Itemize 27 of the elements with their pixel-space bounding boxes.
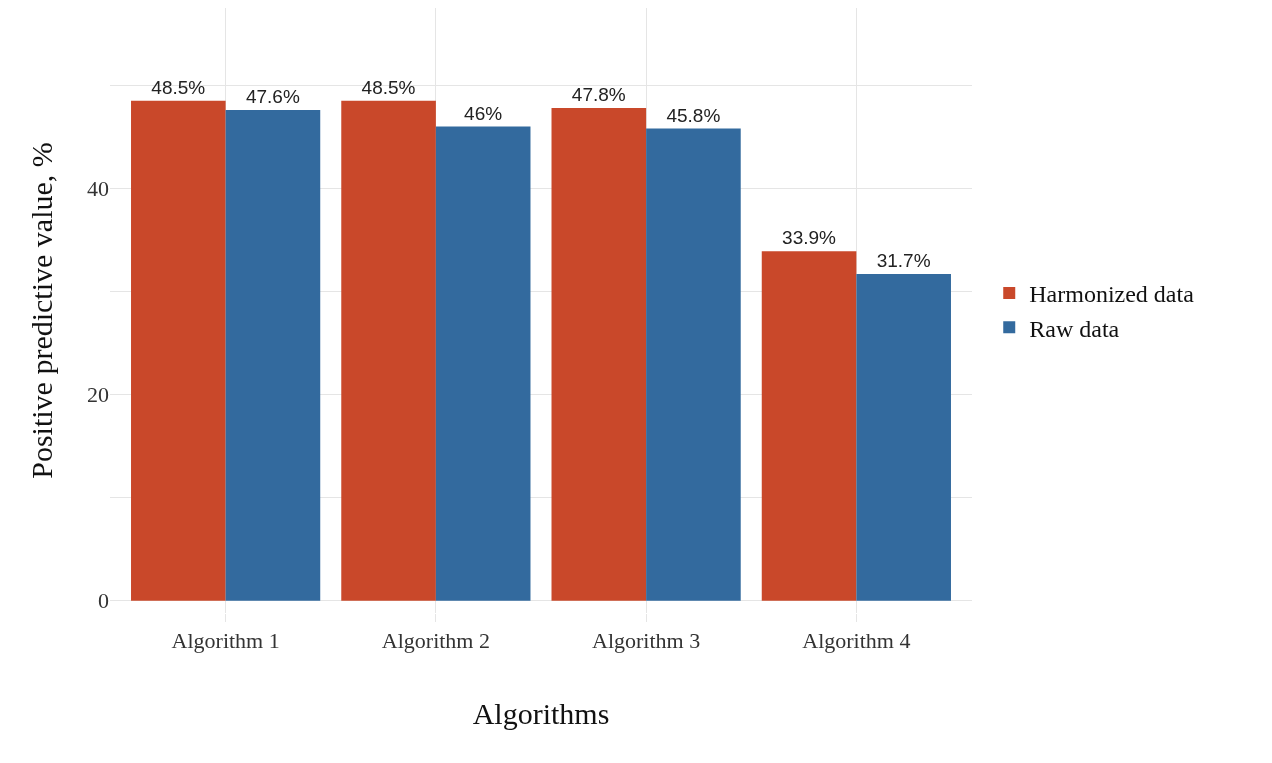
data-label: 48.5% [361,76,416,98]
bar [761,251,857,601]
bar [341,100,436,601]
data-label: 31.7% [876,249,931,271]
y-tick-label: 0 [98,588,109,614]
data-label: 47.8% [571,83,626,105]
x-axis-title: Algorithms [472,696,610,730]
legend-label: Raw data [1029,315,1120,342]
data-label: 46% [464,102,503,124]
x-tick-label: Algorithm 4 [802,628,911,654]
y-axis-title: Positive predictive value, % [25,142,58,479]
bar [856,273,951,601]
legend-label: Harmonized data [1029,281,1195,308]
x-tick-label: Algorithm 3 [592,628,701,654]
x-tick-label: Algorithm 2 [381,628,490,654]
bar [225,110,321,601]
bar [551,107,647,601]
data-label: 48.5% [151,76,206,98]
data-label: 47.6% [245,86,300,108]
y-tick-label: 40 [87,176,109,202]
bar [646,128,741,601]
data-label: 45.8% [666,104,721,126]
bar [435,126,531,601]
x-tick-label: Algorithm 1 [171,628,280,654]
bar [131,100,226,601]
y-tick-label: 20 [87,382,109,408]
data-label: 33.9% [782,227,837,249]
